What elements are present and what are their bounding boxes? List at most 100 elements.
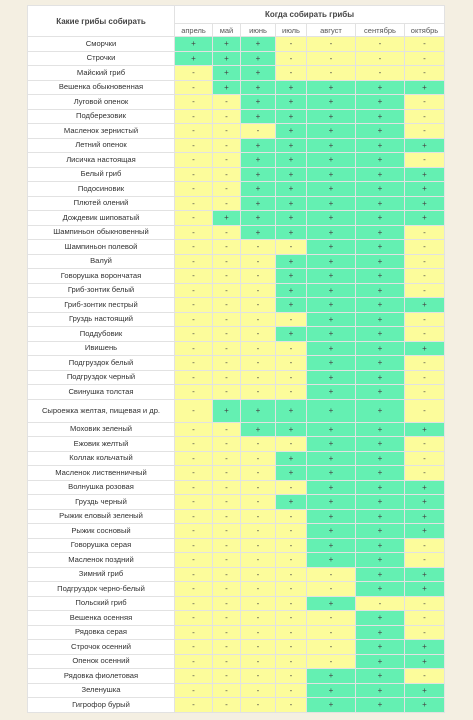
mushroom-name: Подберезовик [27,108,175,124]
season-cell-yes: + [306,326,356,342]
season-cell-yes: + [212,65,241,81]
season-cell-yes: + [355,537,405,553]
month-header: сентябрь [355,23,405,37]
season-cell-yes: + [240,65,276,81]
season-cell-no: - [212,369,241,385]
season-cell-no: - [174,108,213,124]
season-cell-no: - [306,36,356,52]
season-cell-no: - [212,123,241,139]
mushroom-name: Рыжик сосновый [27,523,175,539]
season-cell-no: - [240,508,276,524]
season-cell-yes: + [306,123,356,139]
season-cell-yes: + [403,166,446,182]
season-cell-no: - [174,450,213,466]
season-cell-yes: + [275,465,307,481]
mushroom-name: Опенок осенний [27,653,175,669]
season-cell-yes: + [355,508,405,524]
season-cell-no: - [212,326,241,342]
season-cell-no: - [403,282,446,298]
mushroom-name: Строчки [27,50,175,66]
season-cell-no: - [174,624,213,640]
season-cell-no: - [240,369,276,385]
season-cell-no: - [212,108,241,124]
table-row: Рыжик еловый зеленый - - - - + + + [27,508,446,524]
season-cell-no: - [403,152,446,168]
season-cell-no: - [212,340,241,356]
season-cell-no: - [240,610,276,626]
season-cell-no: - [174,653,213,669]
season-cell-no: - [275,595,307,611]
season-cell-no: - [174,123,213,139]
season-cell-no: - [240,297,276,313]
table-row: Подгруздок черный - - - - + + - [27,369,446,385]
season-cell-yes: + [306,668,356,684]
season-cell-no: - [174,610,213,626]
season-cell-no: - [306,653,356,669]
season-cell-yes: + [240,181,276,197]
season-cell-no: - [174,436,213,452]
season-cell-no: - [174,268,213,284]
season-cell-no: - [212,297,241,313]
season-cell-no: - [174,79,213,95]
season-cell-yes: + [240,166,276,182]
season-cell-no: - [212,311,241,327]
season-cell-no: - [275,682,307,698]
season-cell-yes: + [355,311,405,327]
table-body: Сморчки + + + - - - - Строчки + + + - - - - Майский гриб… [27,36,446,713]
season-cell-no: - [403,311,446,327]
season-cell-no: - [240,552,276,568]
season-cell-no: - [275,668,307,684]
season-cell-no: - [240,384,276,400]
season-cell-no: - [212,479,241,495]
season-cell-no: - [174,682,213,698]
season-cell-no: - [275,624,307,640]
season-cell-no: - [174,508,213,524]
season-cell-no: - [275,566,307,582]
season-cell-yes: + [403,508,446,524]
table-row: Свинушка толстая - - - - + + - [27,384,446,400]
season-cell-no: - [403,108,446,124]
season-cell-no: - [275,639,307,655]
season-cell-no: - [403,355,446,371]
season-cell-yes: + [355,523,405,539]
season-cell-yes: + [355,494,405,510]
season-cell-no: - [240,668,276,684]
season-cell-yes: + [355,166,405,182]
table-row: Лисичка настоящая - - + + + + - [27,152,446,168]
table-row: Масленок поздний - - - - + + - [27,552,446,568]
season-cell-yes: + [306,384,356,400]
table-row: Гриб-зонтик пестрый - - - + + + + [27,297,446,313]
table-row: Поддубовик - - - + + + - [27,326,446,342]
season-cell-yes: + [240,94,276,110]
season-cell-no: - [240,537,276,553]
season-cell-yes: + [306,79,356,95]
mushroom-name: Валуй [27,253,175,269]
season-cell-no: - [212,639,241,655]
table-row: Сморчки + + + - - - - [27,36,446,52]
season-cell-no: - [275,610,307,626]
mushroom-name: Луговой опенок [27,94,175,110]
season-cell-no: - [174,65,213,81]
season-cell-no: - [240,479,276,495]
season-cell-no: - [403,36,446,52]
table-row: Гриб-зонтик белый - - - + + + - [27,282,446,298]
table-row: Польский гриб - - - - + - - [27,595,446,611]
season-cell-yes: + [355,436,405,452]
season-cell-no: - [403,268,446,284]
season-cell-yes: + [355,108,405,124]
season-cell-no: - [212,595,241,611]
season-cell-no: - [240,239,276,255]
season-cell-yes: + [403,494,446,510]
season-cell-no: - [240,682,276,698]
season-cell-yes: + [355,421,405,437]
season-cell-yes: + [403,479,446,495]
season-cell-no: - [212,653,241,669]
season-cell-no: - [275,653,307,669]
season-cell-no: - [212,566,241,582]
mushroom-name: Сыроежка желтая, пищевая и др. [27,398,175,423]
season-cell-no: - [174,311,213,327]
season-cell-yes: + [275,79,307,95]
season-cell-no: - [174,210,213,226]
season-cell-no: - [275,65,307,81]
season-cell-yes: + [355,152,405,168]
